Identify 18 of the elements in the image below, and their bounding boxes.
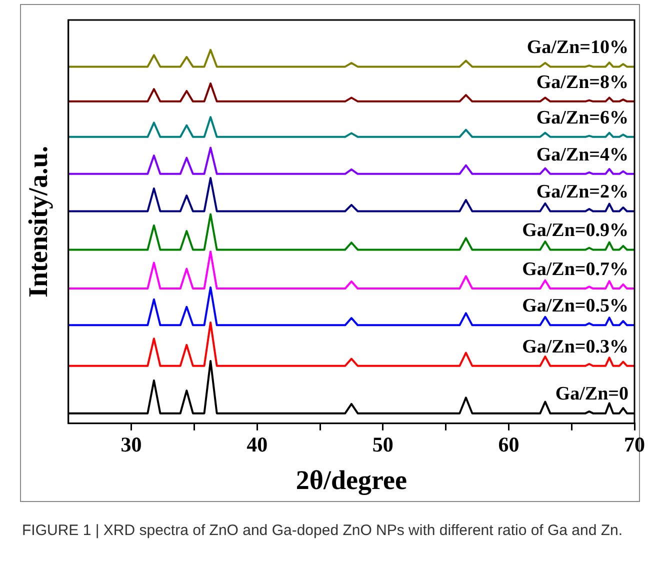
y-axis-title: Intensity/a.u. [23,146,54,298]
x-tick-label: 40 [246,432,268,456]
series-label: Ga/Zn=10% [526,37,628,58]
series-label: Ga/Zn=0.3% [522,336,628,358]
series-label: Ga/Zn=0.9% [522,220,628,242]
series-label: Ga/Zn=0.7% [522,258,628,280]
series-label: Ga/Zn=2% [536,182,628,203]
x-axis-title: 2θ/degree [296,464,407,495]
series-label: Ga/Zn=6% [536,107,628,128]
x-tick-label: 60 [498,432,520,456]
series-label: Ga/Zn=0 [555,384,628,405]
x-tick-label: 70 [624,432,645,456]
x-tick-label: 30 [120,432,142,456]
x-tick-label: 50 [372,432,394,456]
caption: FIGURE 1 | XRD spectra of ZnO and Ga-doped ZnO NPs with different ratio of Ga and Zn. [22,521,624,541]
series-label: Ga/Zn=0.5% [522,296,628,317]
series-label: Ga/Zn=8% [536,72,628,93]
series-label: Ga/Zn=4% [536,144,628,166]
